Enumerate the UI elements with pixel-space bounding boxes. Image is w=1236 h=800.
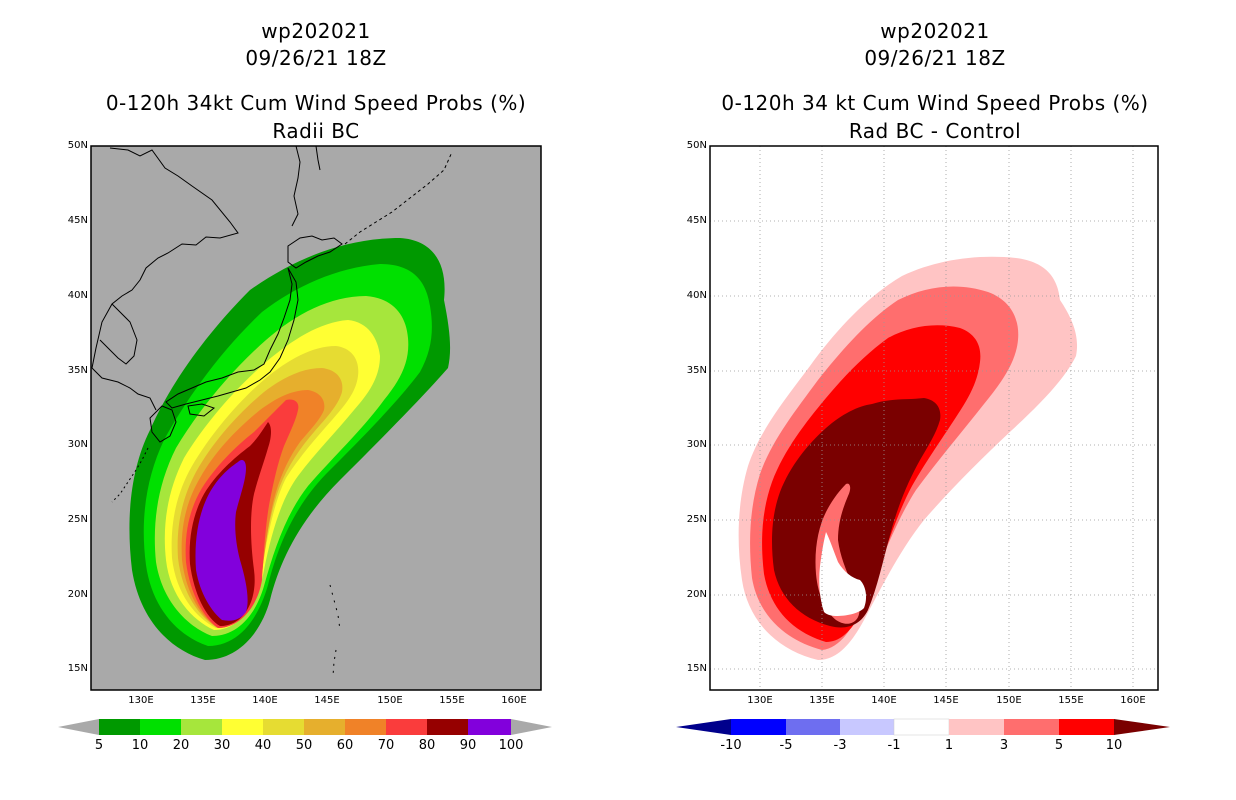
right-title-product: 0-120h 34 kt Cum Wind Speed Probs (%): [721, 91, 1149, 115]
left-colorbar-swatch-5: [304, 719, 345, 735]
left-colorbar-swatch-9: [468, 719, 511, 735]
left-lat-label: 25N: [67, 514, 88, 525]
right-grid: [710, 146, 1158, 690]
left-lon-label: 150E: [377, 695, 403, 706]
left-title-product: 0-120h 34kt Cum Wind Speed Probs (%): [105, 91, 527, 115]
right-colorbar-label: 1: [944, 738, 954, 753]
right-title-subtitle: Rad BC - Control: [848, 119, 1022, 143]
left-colorbar-label: 80: [418, 738, 436, 753]
right-map: [709, 145, 1159, 691]
right-lon-label: 155E: [1058, 695, 1084, 706]
right-lon-label: 140E: [871, 695, 897, 706]
right-colorbar-swatch-0: [731, 719, 786, 735]
right-lon-label: 160E: [1120, 695, 1146, 706]
right-lat-label: 35N: [686, 365, 707, 376]
right-title-date: 09/26/21 18Z: [864, 46, 1006, 70]
left-lon-label: 135E: [190, 695, 216, 706]
right-lat-label: 30N: [686, 439, 707, 450]
left-colorbar-swatch-4: [263, 719, 304, 735]
right-map-frame: [709, 145, 1159, 691]
right-colorbar-swatch-5: [1004, 719, 1059, 735]
right-colorbar-label: -1: [887, 738, 901, 753]
left-lat-label: 30N: [67, 439, 88, 450]
right-colorbar: [676, 718, 1170, 736]
left-map-frame: [90, 145, 542, 691]
right-colorbar-label: -10: [720, 738, 742, 753]
right-colorbar-swatch-4: [949, 719, 1004, 735]
left-colorbar-label: 10: [131, 738, 149, 753]
left-title-date: 09/26/21 18Z: [245, 46, 387, 70]
left-lon-label: 145E: [314, 695, 340, 706]
left-lat-label: 35N: [67, 365, 88, 376]
left-colorbar-swatch-7: [386, 719, 427, 735]
left-lat-label: 40N: [67, 290, 88, 301]
left-title-subtitle: Radii BC: [272, 119, 360, 143]
left-colorbar-label: 20: [172, 738, 190, 753]
left-colorbar-label: 70: [377, 738, 395, 753]
left-colorbar-label: 90: [459, 738, 477, 753]
left-colorbar-swatch-2: [181, 719, 222, 735]
left-colorbar-label: 50: [295, 738, 313, 753]
right-title-storm: wp202021: [880, 19, 990, 43]
left-colorbar-swatch-8: [427, 719, 468, 735]
right-colorbar-swatch-3: [893, 718, 950, 736]
right-colorbar-label: -5: [779, 738, 793, 753]
left-lat-label: 15N: [67, 663, 88, 674]
right-band-gt10: [772, 398, 941, 628]
left-title-storm: wp202021: [261, 19, 371, 43]
right-colorbar-label: 3: [999, 738, 1009, 753]
right-lat-label: 15N: [686, 663, 707, 674]
right-lon-label: 130E: [747, 695, 773, 706]
right-colorbar-label: 5: [1054, 738, 1064, 753]
left-colorbar-label: 30: [213, 738, 231, 753]
right-colorbar-swatch-6: [1059, 719, 1114, 735]
left-colorbar-swatch-3: [222, 719, 263, 735]
right-colorbar-label: 10: [1105, 738, 1123, 753]
left-map: [90, 145, 542, 691]
left-probability-field: [129, 238, 451, 660]
left-colorbar-label: 60: [336, 738, 354, 753]
right-difference-field: [738, 256, 1078, 660]
left-band-90: [195, 460, 248, 621]
left-lat-label: 45N: [67, 215, 88, 226]
left-lon-label: 130E: [128, 695, 154, 706]
right-lon-label: 135E: [809, 695, 835, 706]
right-colorbar-swatch-2: [840, 719, 894, 735]
left-colorbar-label: 40: [254, 738, 272, 753]
right-colorbar-high-arrow: [1114, 719, 1170, 735]
left-colorbar-label: 100: [498, 738, 524, 753]
right-colorbar-swatch-1: [786, 719, 840, 735]
right-colorbar-low-arrow: [676, 719, 731, 735]
left-colorbar-swatch-1: [140, 719, 181, 735]
left-colorbar-low-arrow: [58, 719, 99, 735]
right-lat-label: 40N: [686, 290, 707, 301]
left-colorbar-high-arrow: [511, 719, 552, 735]
right-lat-label: 20N: [686, 589, 707, 600]
left-colorbar-swatch-0: [99, 719, 140, 735]
right-lat-label: 50N: [686, 140, 707, 151]
left-colorbar-label: 5: [94, 738, 104, 753]
left-lon-label: 140E: [252, 695, 278, 706]
right-colorbar-label: -3: [833, 738, 847, 753]
left-colorbar: [58, 719, 552, 735]
left-lat-label: 50N: [67, 140, 88, 151]
right-lat-label: 45N: [686, 215, 707, 226]
right-lon-label: 150E: [996, 695, 1022, 706]
left-colorbar-swatch-6: [345, 719, 386, 735]
right-lat-label: 25N: [686, 514, 707, 525]
left-lat-label: 20N: [67, 589, 88, 600]
left-lon-label: 155E: [439, 695, 465, 706]
right-lon-label: 145E: [933, 695, 959, 706]
left-lon-label: 160E: [501, 695, 527, 706]
